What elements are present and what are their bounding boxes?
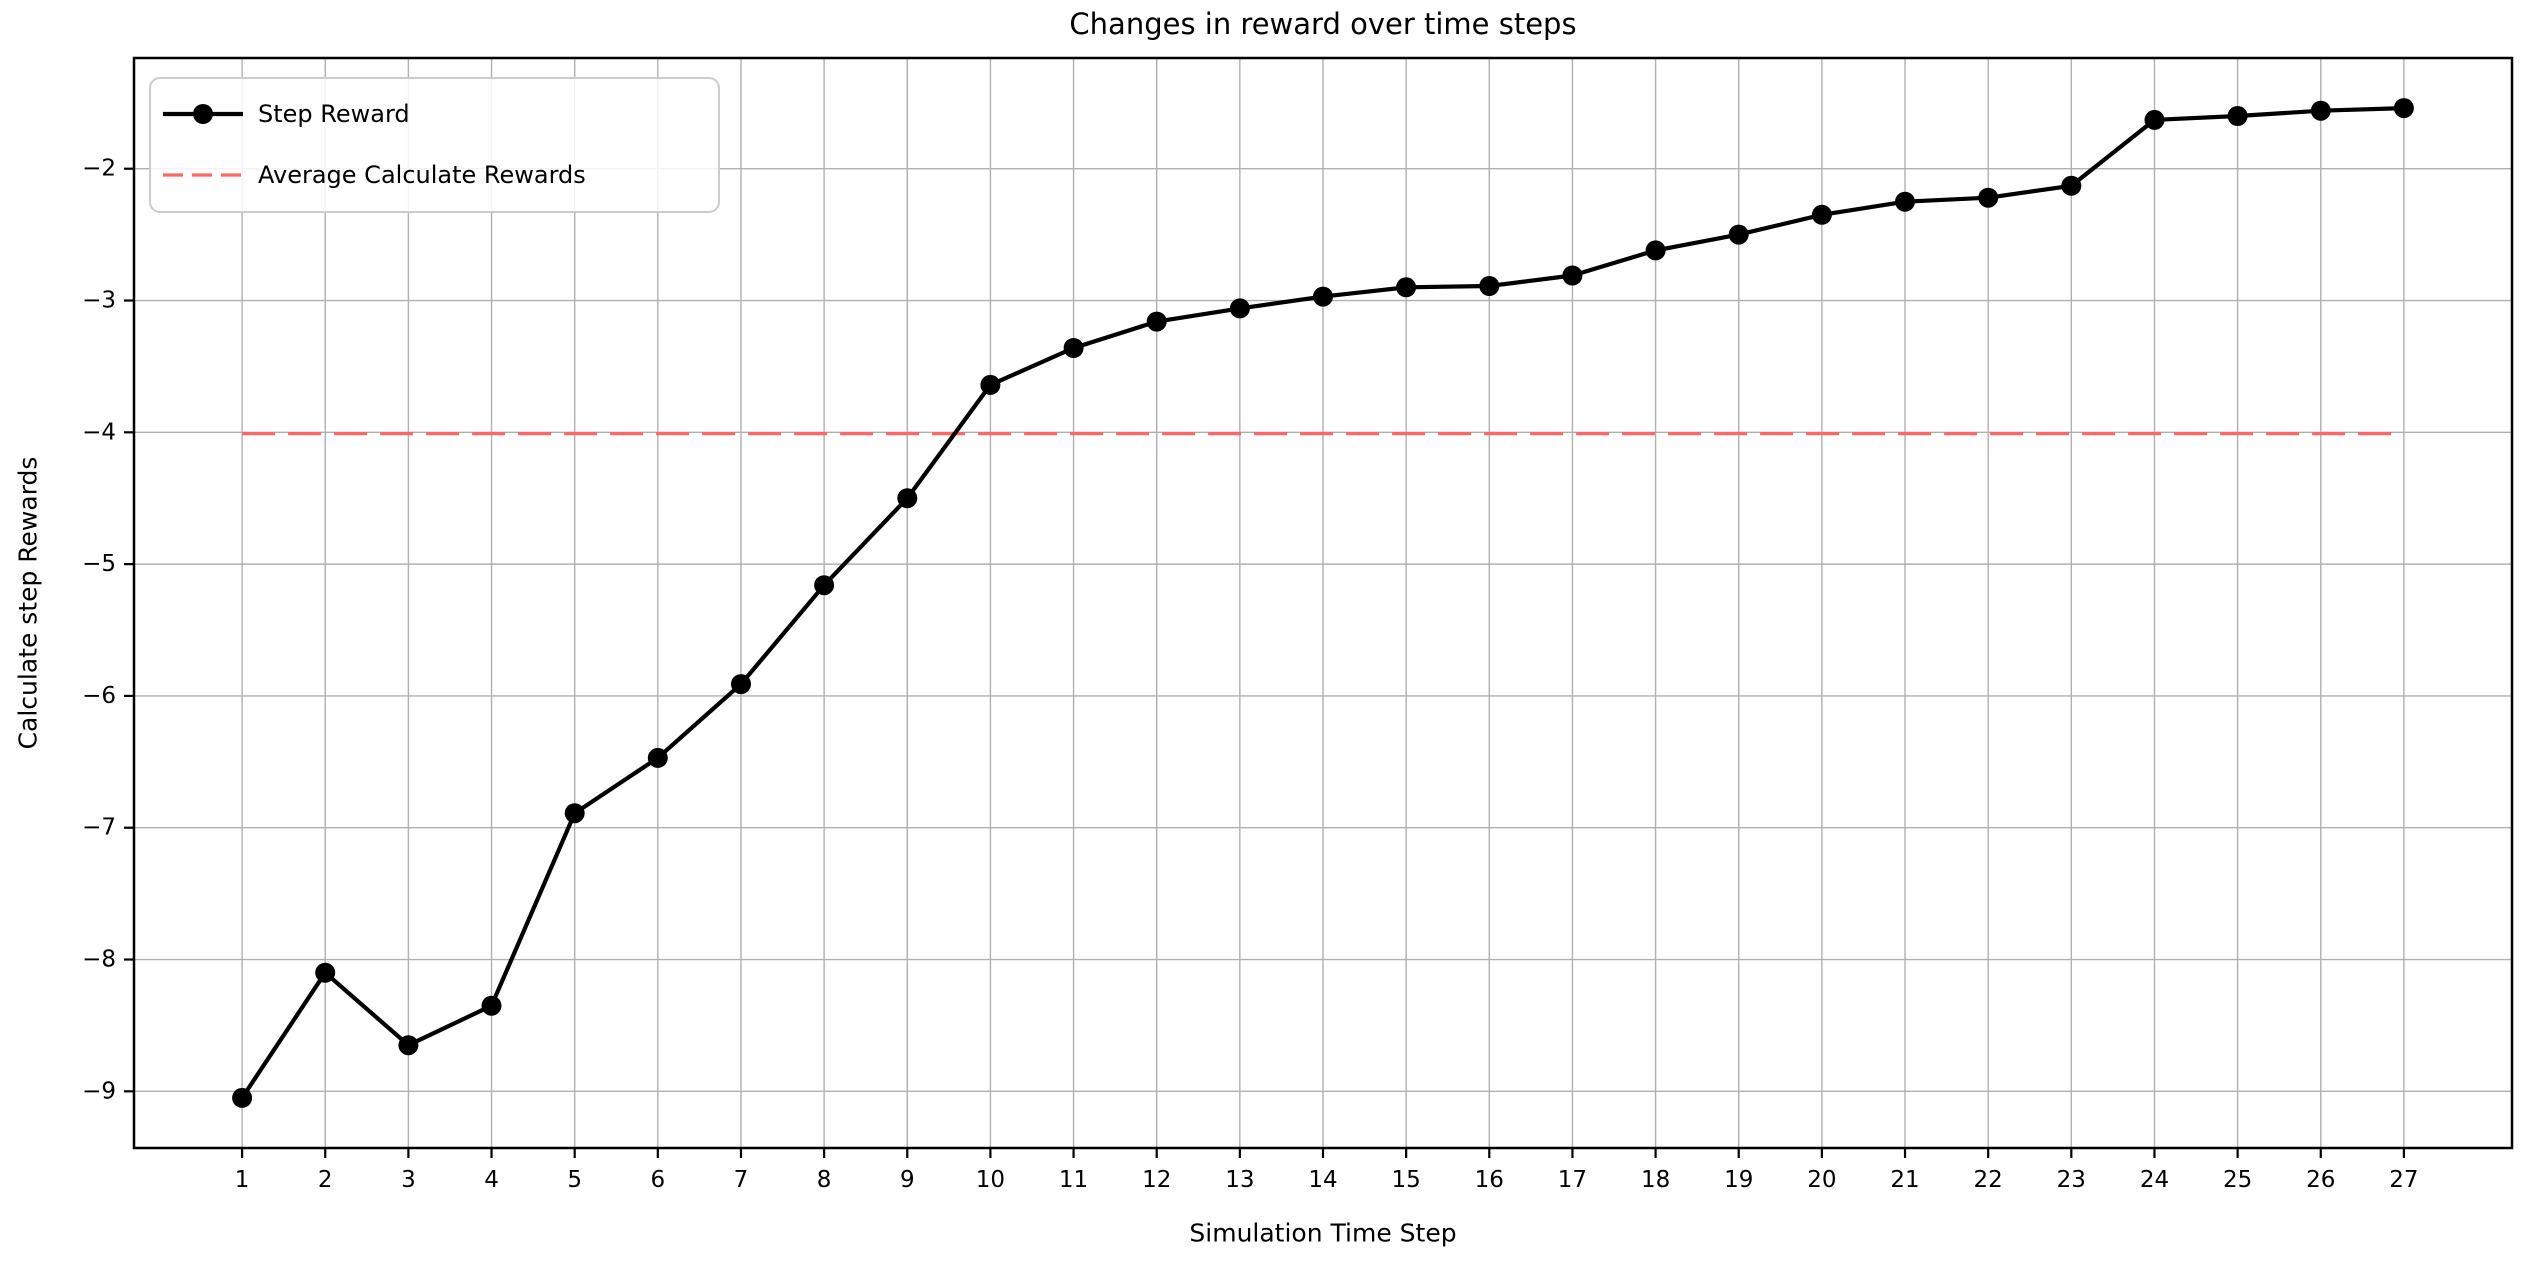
y-tick-label: −9 — [82, 1078, 116, 1104]
x-tick-label: 27 — [2389, 1167, 2418, 1193]
data-point — [1146, 311, 1167, 332]
legend: Step Reward Average Calculate Rewards — [149, 77, 720, 213]
x-tick-label: 13 — [1225, 1167, 1254, 1193]
data-point — [1895, 191, 1915, 212]
y-tick-label: −7 — [82, 815, 116, 841]
x-tick-label: 26 — [2306, 1167, 2335, 1193]
x-tick-label: 6 — [651, 1167, 666, 1193]
data-point — [1811, 204, 1832, 225]
x-tick-label: 21 — [1890, 1167, 1919, 1193]
data-point — [2144, 109, 2165, 130]
axis-ticks: 1 2 3 4 5 6 7 8 9 10 11 12 13 14 15 16 17 18 19 20 21 22 23 24 2… — [82, 156, 2418, 1193]
data-point — [2310, 100, 2331, 121]
data-point — [1063, 338, 1084, 358]
y-tick-label: −6 — [82, 683, 116, 709]
y-tick-label: −2 — [82, 156, 116, 182]
x-tick-label: 24 — [2140, 1167, 2169, 1193]
x-tick-label: 16 — [1475, 1167, 1504, 1193]
x-tick-label: 2 — [318, 1167, 333, 1193]
y-axis-label: Calculate step Rewards — [14, 457, 43, 750]
grid — [134, 58, 2512, 1148]
x-tick-label: 22 — [1974, 1167, 2003, 1193]
x-tick-label: 1 — [235, 1167, 250, 1193]
x-tick-label: 19 — [1724, 1167, 1753, 1193]
legend-box — [149, 77, 720, 213]
data-point — [398, 1035, 419, 1056]
data-point — [1229, 298, 1250, 319]
data-point — [1645, 240, 1666, 261]
x-tick-label: 11 — [1059, 1167, 1088, 1193]
y-tick-label: −4 — [82, 419, 116, 445]
x-tick-label: 12 — [1142, 1167, 1171, 1193]
data-point — [232, 1087, 253, 1108]
y-tick-label: −3 — [82, 288, 116, 314]
x-tick-label: 14 — [1308, 1167, 1337, 1193]
data-point — [2393, 98, 2414, 119]
x-tick-label: 18 — [1641, 1167, 1670, 1193]
legend-item-step-reward: Step Reward — [258, 100, 410, 128]
data-point — [1562, 265, 1583, 286]
data-point — [1479, 276, 1500, 296]
chart-title: Changes in reward over time steps — [1069, 7, 1576, 41]
legend-item-average-rewards: Average Calculate Rewards — [258, 161, 586, 189]
x-tick-label: 10 — [976, 1167, 1005, 1193]
data-point — [897, 488, 918, 509]
x-tick-label: 17 — [1558, 1167, 1587, 1193]
data-point — [980, 374, 1001, 395]
x-tick-label: 8 — [817, 1167, 832, 1193]
x-tick-label: 25 — [2223, 1167, 2252, 1193]
data-point — [315, 962, 336, 983]
x-tick-label: 3 — [401, 1167, 416, 1193]
data-point — [2061, 175, 2082, 196]
x-tick-label: 9 — [900, 1167, 915, 1193]
data-point — [1978, 187, 1999, 208]
y-tick-label: −8 — [82, 947, 116, 973]
x-tick-label: 4 — [484, 1167, 499, 1193]
data-point — [731, 674, 751, 695]
data-point — [1728, 224, 1749, 245]
x-axis-label: Simulation Time Step — [1189, 1219, 1456, 1248]
x-tick-label: 23 — [2057, 1167, 2086, 1193]
x-tick-label: 20 — [1807, 1167, 1836, 1193]
x-tick-label: 15 — [1392, 1167, 1421, 1193]
legend-marker-sample — [193, 104, 213, 124]
data-point — [2227, 106, 2248, 126]
data-point — [1396, 277, 1417, 298]
data-point — [814, 575, 835, 596]
x-tick-label: 7 — [734, 1167, 749, 1193]
data-point — [1313, 286, 1333, 307]
y-tick-label: −5 — [82, 551, 116, 577]
data-point — [564, 803, 585, 824]
x-tick-label: 5 — [567, 1167, 582, 1193]
data-points — [232, 98, 2414, 1108]
data-point — [647, 747, 668, 768]
data-point — [481, 995, 502, 1016]
